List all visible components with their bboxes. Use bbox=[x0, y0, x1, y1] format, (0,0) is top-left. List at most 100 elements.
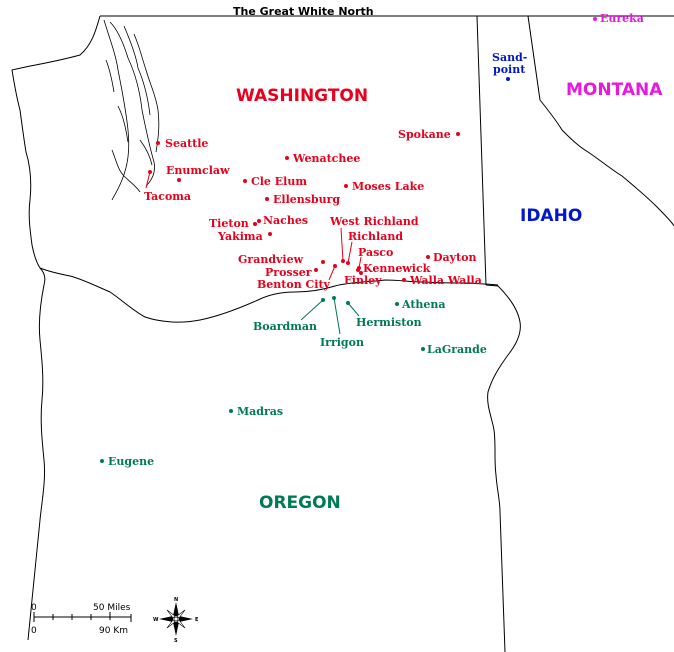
city-boardman[interactable]: Boardman bbox=[253, 298, 325, 333]
city-irrigon[interactable]: Irrigon bbox=[320, 296, 364, 349]
city-finley[interactable]: Finley bbox=[344, 271, 382, 287]
city-spokane[interactable]: Spokane bbox=[398, 128, 460, 141]
city-marker bbox=[243, 179, 247, 183]
city-sandpoint[interactable]: Sand- point bbox=[492, 51, 527, 81]
city-hermiston[interactable]: Hermiston bbox=[346, 301, 422, 329]
scale-km-zero: 0 bbox=[31, 626, 37, 636]
city-marker bbox=[356, 268, 360, 272]
city-label: Moses Lake bbox=[352, 180, 424, 193]
city-marker bbox=[402, 278, 406, 282]
city-marker bbox=[456, 132, 460, 136]
city-label: Madras bbox=[237, 405, 283, 418]
city-label: Grandview bbox=[238, 253, 304, 266]
city-marker bbox=[268, 232, 272, 236]
city-marker bbox=[593, 17, 597, 21]
city-label: Athena bbox=[401, 298, 446, 311]
city-label: Richland bbox=[348, 230, 403, 243]
city-label: Kennewick bbox=[363, 262, 431, 275]
oregon-cities: Athena Hermiston Boardman Irrigon LaGran… bbox=[100, 296, 487, 468]
snake-river-border bbox=[485, 284, 521, 652]
compass-center bbox=[173, 616, 179, 622]
compass-n-label: N bbox=[174, 597, 178, 603]
city-leader-line bbox=[358, 256, 362, 269]
city-ellensburg[interactable]: Ellensburg bbox=[265, 193, 340, 206]
city-marker bbox=[177, 178, 181, 182]
city-tacoma[interactable]: Tacoma bbox=[144, 170, 191, 203]
city-moses-lake[interactable]: Moses Lake bbox=[344, 180, 424, 193]
state-label-oregon: OREGON bbox=[259, 493, 341, 513]
city-label: Benton City bbox=[257, 278, 331, 291]
city-enumclaw[interactable]: Enumclaw bbox=[166, 164, 230, 182]
city-label: Naches bbox=[263, 214, 308, 227]
city-naches[interactable]: Naches bbox=[257, 214, 308, 227]
idaho-montana-border bbox=[527, 15, 674, 227]
city-leader-line bbox=[347, 302, 360, 317]
state-label-idaho: IDAHO bbox=[520, 206, 582, 226]
compass-diagonal bbox=[166, 619, 176, 629]
city-marker bbox=[321, 260, 325, 264]
city-label: Dayton bbox=[433, 251, 476, 264]
compass-west-arrow bbox=[159, 616, 173, 622]
city-label: Prosser bbox=[265, 266, 312, 279]
city-label: Yakima bbox=[217, 230, 263, 243]
city-dayton[interactable]: Dayton bbox=[426, 251, 476, 264]
city-label: Hermiston bbox=[356, 316, 422, 329]
city-tieton[interactable]: Tieton bbox=[209, 217, 257, 230]
compass-s-label: S bbox=[174, 638, 178, 644]
city-label: Finley bbox=[344, 274, 382, 287]
city-leader-line bbox=[300, 299, 324, 321]
city-eureka[interactable]: Eureka bbox=[593, 12, 644, 25]
city-label: West Richland bbox=[329, 215, 419, 228]
city-richland[interactable]: Richland bbox=[346, 230, 403, 265]
pacific-coastline bbox=[11, 15, 101, 641]
city-seattle[interactable]: Seattle bbox=[156, 137, 208, 150]
compass-diagonal bbox=[176, 619, 186, 629]
city-lagrande[interactable]: LaGrande bbox=[421, 343, 487, 356]
city-marker bbox=[426, 255, 430, 259]
city-label: Eugene bbox=[108, 455, 154, 468]
puget-sound bbox=[103, 19, 160, 201]
compass-w-label: W bbox=[153, 617, 159, 623]
columbia-river bbox=[39, 267, 499, 323]
scale-km-value: 90 Km bbox=[99, 626, 128, 636]
city-walla-walla[interactable]: Walla Walla bbox=[402, 274, 482, 287]
city-grandview[interactable]: Grandview bbox=[238, 253, 325, 266]
wa-idaho-border bbox=[476, 15, 487, 286]
city-label: Irrigon bbox=[320, 336, 364, 349]
city-cle-elum[interactable]: Cle Elum bbox=[243, 175, 307, 188]
city-wenatchee[interactable]: Wenatchee bbox=[285, 152, 360, 165]
city-leader-line bbox=[328, 265, 336, 281]
city-label: Spokane bbox=[398, 128, 451, 141]
city-marker bbox=[253, 222, 257, 226]
city-marker bbox=[257, 219, 261, 223]
city-benton-city[interactable]: Benton City bbox=[257, 264, 337, 291]
compass-south-arrow bbox=[173, 622, 179, 636]
compass-rose: N S E W bbox=[153, 597, 199, 644]
city-marker bbox=[421, 347, 425, 351]
city-marker bbox=[395, 302, 399, 306]
scale-bar: 0 50 Miles 0 90 Km bbox=[31, 603, 132, 636]
compass-diagonal bbox=[166, 609, 176, 619]
compass-diagonal bbox=[176, 609, 186, 619]
city-marker bbox=[229, 409, 233, 413]
city-marker bbox=[344, 184, 348, 188]
city-marker bbox=[359, 271, 363, 275]
city-marker bbox=[100, 459, 104, 463]
scale-miles-zero: 0 bbox=[31, 603, 37, 613]
city-athena[interactable]: Athena bbox=[395, 298, 446, 311]
city-west-richland[interactable]: West Richland bbox=[329, 215, 419, 263]
city-prosser[interactable]: Prosser bbox=[265, 266, 318, 279]
city-label: Eureka bbox=[600, 12, 644, 25]
city-yakima[interactable]: Yakima bbox=[217, 230, 272, 243]
city-label: Pasco bbox=[358, 246, 393, 259]
city-madras[interactable]: Madras bbox=[229, 405, 283, 418]
scale-miles-value: 50 Miles bbox=[93, 603, 131, 613]
city-label-line-2: point bbox=[493, 63, 526, 76]
city-leader-line bbox=[333, 297, 341, 335]
city-label: Tacoma bbox=[144, 190, 191, 203]
city-kennewick[interactable]: Kennewick bbox=[356, 262, 431, 275]
city-eugene[interactable]: Eugene bbox=[100, 455, 154, 468]
city-label: LaGrande bbox=[427, 343, 487, 356]
city-label-line-1: Sand- bbox=[492, 51, 527, 64]
